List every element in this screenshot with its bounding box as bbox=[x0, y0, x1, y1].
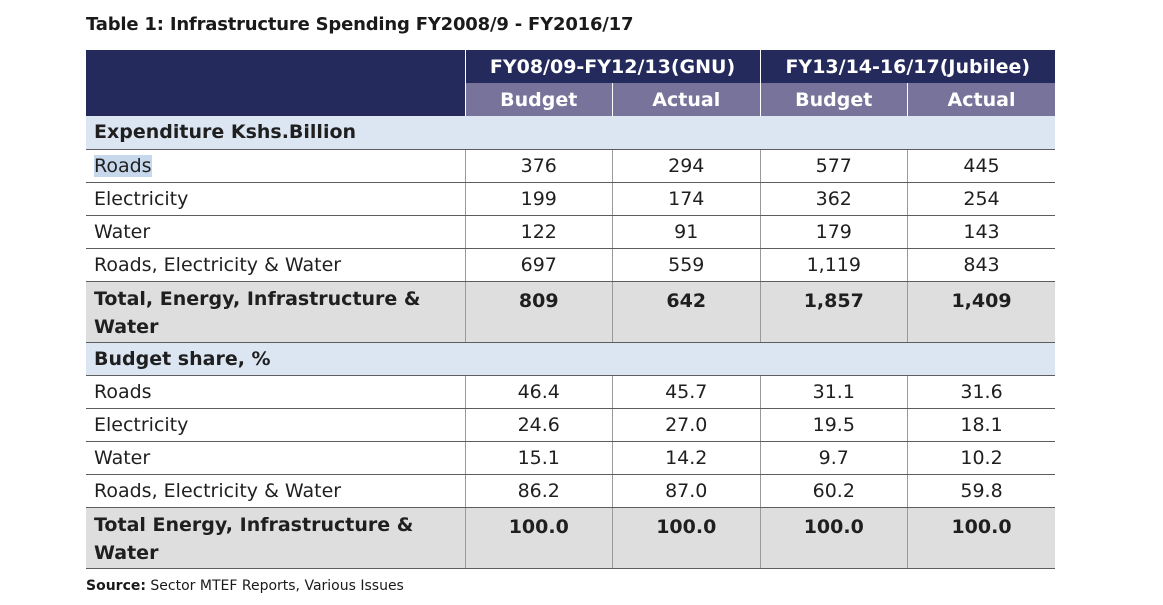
row-label: Roads, Electricity & Water bbox=[86, 474, 465, 508]
table-cell: 445 bbox=[907, 149, 1056, 183]
table-row: Water 122 91 179 143 bbox=[86, 215, 1056, 249]
table-cell: 91 bbox=[612, 215, 761, 249]
section-heading: Budget share, % bbox=[86, 342, 1056, 376]
table-cell: 24.6 bbox=[464, 408, 613, 442]
source-text: Sector MTEF Reports, Various Issues bbox=[145, 578, 404, 594]
table-cell: 46.4 bbox=[464, 375, 613, 409]
table-cell: 31.6 bbox=[907, 375, 1056, 409]
source-note: Source: Sector MTEF Reports, Various Iss… bbox=[86, 578, 404, 594]
row-label: Electricity bbox=[86, 408, 465, 442]
total-row: Total, Energy, Infrastructure & Water 80… bbox=[86, 281, 1056, 343]
table-cell: 19.5 bbox=[759, 408, 908, 442]
header-budget: Budget bbox=[464, 83, 613, 116]
table-cell: 376 bbox=[464, 149, 613, 183]
total-cell: 100.0 bbox=[907, 507, 1056, 569]
table-cell: 27.0 bbox=[612, 408, 761, 442]
total-label: Total, Energy, Infrastructure & Water bbox=[86, 281, 465, 343]
row-label: Water bbox=[86, 215, 465, 249]
total-cell: 642 bbox=[612, 281, 761, 343]
total-cell: 1,857 bbox=[759, 281, 908, 343]
table-cell: 843 bbox=[907, 248, 1056, 282]
table-cell: 1,119 bbox=[759, 248, 908, 282]
table-cell: 254 bbox=[907, 182, 1056, 216]
table-row: Roads, Electricity & Water 697 559 1,119… bbox=[86, 248, 1056, 282]
table-cell: 31.1 bbox=[759, 375, 908, 409]
table-row: Electricity 199 174 362 254 bbox=[86, 182, 1056, 216]
total-label: Total Energy, Infrastructure & Water bbox=[86, 507, 465, 569]
total-cell: 100.0 bbox=[464, 507, 613, 569]
header-budget: Budget bbox=[759, 83, 908, 116]
table-cell: 199 bbox=[464, 182, 613, 216]
table-row: Electricity 24.6 27.0 19.5 18.1 bbox=[86, 408, 1056, 442]
table-row: Roads 46.4 45.7 31.1 31.6 bbox=[86, 375, 1056, 409]
table-cell: 9.7 bbox=[759, 441, 908, 475]
section-heading: Expenditure Kshs.Billion bbox=[86, 116, 1056, 150]
table-cell: 86.2 bbox=[464, 474, 613, 508]
total-cell: 809 bbox=[464, 281, 613, 343]
table-cell: 559 bbox=[612, 248, 761, 282]
header-actual: Actual bbox=[907, 83, 1056, 116]
header-actual: Actual bbox=[612, 83, 761, 116]
table-cell: 14.2 bbox=[612, 441, 761, 475]
total-cell: 1,409 bbox=[907, 281, 1056, 343]
header-group-gnu: FY08/09-FY12/13(GNU) bbox=[464, 50, 761, 83]
header-blank bbox=[86, 50, 465, 83]
table-cell: 45.7 bbox=[612, 375, 761, 409]
row-label: Roads, Electricity & Water bbox=[86, 248, 465, 282]
row-label: Electricity bbox=[86, 182, 465, 216]
table-cell: 294 bbox=[612, 149, 761, 183]
header-group-jubilee: FY13/14-16/17(Jubilee) bbox=[759, 50, 1056, 83]
table-cell: 15.1 bbox=[464, 441, 613, 475]
total-row: Total Energy, Infrastructure & Water 100… bbox=[86, 507, 1056, 569]
row-label: Water bbox=[86, 441, 465, 475]
row-label: Roads bbox=[86, 149, 465, 183]
total-cell: 100.0 bbox=[612, 507, 761, 569]
infrastructure-spending-table: FY08/09-FY12/13(GNU) FY13/14-16/17(Jubil… bbox=[86, 50, 1056, 569]
table-cell: 87.0 bbox=[612, 474, 761, 508]
table-cell: 179 bbox=[759, 215, 908, 249]
table-row: Roads 376 294 577 445 bbox=[86, 149, 1056, 183]
table-row: Water 15.1 14.2 9.7 10.2 bbox=[86, 441, 1056, 475]
table-cell: 18.1 bbox=[907, 408, 1056, 442]
source-label: Source: bbox=[86, 578, 146, 594]
table-cell: 362 bbox=[759, 182, 908, 216]
row-label: Roads bbox=[86, 375, 465, 409]
highlighted-text[interactable]: Roads bbox=[94, 154, 152, 177]
table-title: Table 1: Infrastructure Spending FY2008/… bbox=[86, 14, 634, 35]
table-cell: 10.2 bbox=[907, 441, 1056, 475]
table-cell: 577 bbox=[759, 149, 908, 183]
table-cell: 60.2 bbox=[759, 474, 908, 508]
header-blank-sub bbox=[86, 83, 465, 116]
table-row: Roads, Electricity & Water 86.2 87.0 60.… bbox=[86, 474, 1056, 508]
table-cell: 143 bbox=[907, 215, 1056, 249]
table-cell: 174 bbox=[612, 182, 761, 216]
total-cell: 100.0 bbox=[759, 507, 908, 569]
table-cell: 697 bbox=[464, 248, 613, 282]
table-cell: 122 bbox=[464, 215, 613, 249]
table-cell: 59.8 bbox=[907, 474, 1056, 508]
